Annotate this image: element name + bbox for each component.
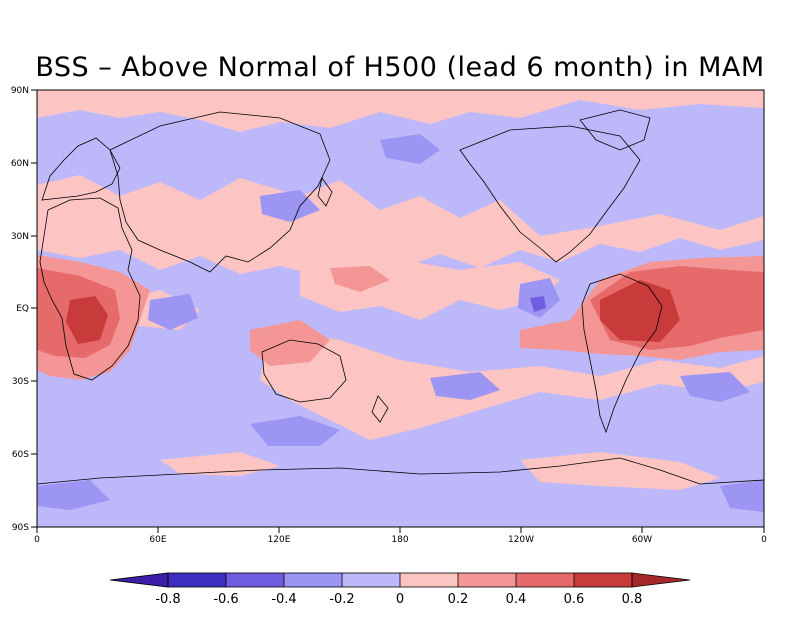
colorbar-label-m08: -0.8 [155, 592, 180, 607]
colorbar-label-m02: -0.2 [329, 592, 354, 607]
colorbar-swatch-8 [574, 573, 632, 587]
lat-label-90n: 90N [11, 86, 29, 96]
coastlines [37, 109, 764, 485]
negative-patch-south-2 [430, 372, 500, 400]
pacific-moderate-positive [330, 266, 390, 292]
coastline-samerica [581, 273, 663, 434]
samerica-max-positive [600, 280, 680, 342]
negative-patch-antarctic [37, 480, 110, 510]
lon-label-60w: 60W [632, 535, 652, 545]
lat-label-60s: 60S [12, 450, 29, 460]
africa-max-positive [66, 296, 108, 344]
coastline-australia [261, 339, 347, 403]
colorbar-label-p02: 0.2 [448, 592, 469, 607]
northern-positive-band [37, 175, 764, 276]
lat-axis [31, 89, 37, 528]
colorbar-label-m06: -0.6 [213, 592, 238, 607]
negative-patch-south-3 [680, 372, 750, 402]
map-title: BSS – Above Normal of H500 (lead 6 month… [35, 52, 765, 83]
colorbar [109, 572, 691, 588]
southern-positive-band [260, 330, 764, 440]
colorbar-left-arrow [110, 573, 168, 587]
negative-patch-epac-core [530, 296, 546, 312]
indopacific-positive [250, 320, 330, 366]
lon-axis [36, 527, 765, 533]
lat-label-30s: 30S [12, 377, 29, 387]
negative-patch-asia [260, 190, 320, 222]
coastline-greenland [579, 109, 651, 151]
colorbar-label-p04: 0.4 [506, 592, 527, 607]
colorbar-swatch-3 [284, 573, 342, 587]
colorbar-right-arrow [632, 573, 690, 587]
lat-label-90s: 90S [12, 523, 29, 533]
antarctic-positive-patch-1 [520, 452, 720, 490]
colorbar-label-m04: -0.4 [271, 592, 296, 607]
colorbar-swatch-1 [168, 573, 226, 587]
lat-label-eq: EQ [16, 304, 29, 314]
lon-label-0: 0 [34, 535, 40, 545]
colorbar-label-0: 0 [396, 592, 404, 607]
colorbar-labels: -0.8 -0.6 -0.4 -0.2 0 0.2 0.4 0.6 0.8 [155, 592, 642, 607]
bss-field [37, 90, 764, 527]
coastline-new-zealand [371, 395, 389, 423]
lon-label-0-end: 0 [761, 535, 767, 545]
coastline-japan [317, 177, 333, 207]
colorbar-swatch-5 [400, 573, 458, 587]
colorbar-label-p06: 0.6 [564, 592, 585, 607]
colorbar-swatch-4 [342, 573, 400, 587]
colorbar-swatch-2 [226, 573, 284, 587]
arctic-positive-band [37, 90, 764, 132]
lon-label-120e: 120E [268, 535, 291, 545]
negative-patch-south [250, 416, 340, 446]
lon-label-60e: 60E [149, 535, 166, 545]
coastline-namerica [459, 125, 641, 263]
coastline-asia [109, 111, 331, 273]
lat-labels: 90N 60N 30N EQ 30S 60S 90S [11, 86, 29, 533]
coastline-europe [41, 137, 121, 201]
colorbar-swatch-7 [516, 573, 574, 587]
colorbar-swatch-6 [458, 573, 516, 587]
coastline-antarctica [37, 457, 764, 485]
lat-label-60n: 60N [11, 159, 29, 169]
coastline-africa [39, 197, 141, 381]
negative-patch-npac [380, 134, 440, 164]
negative-patch-antarctic-2 [720, 480, 764, 512]
lat-label-30n: 30N [11, 232, 29, 242]
antarctic-positive-patch-2 [160, 452, 280, 476]
negative-patch-indian [148, 294, 198, 330]
lon-label-180: 180 [391, 535, 408, 545]
colorbar-label-p08: 0.8 [622, 592, 643, 607]
lon-labels: 0 60E 120E 180 120W 60W 0 [34, 535, 767, 545]
lon-label-120w: 120W [508, 535, 534, 545]
